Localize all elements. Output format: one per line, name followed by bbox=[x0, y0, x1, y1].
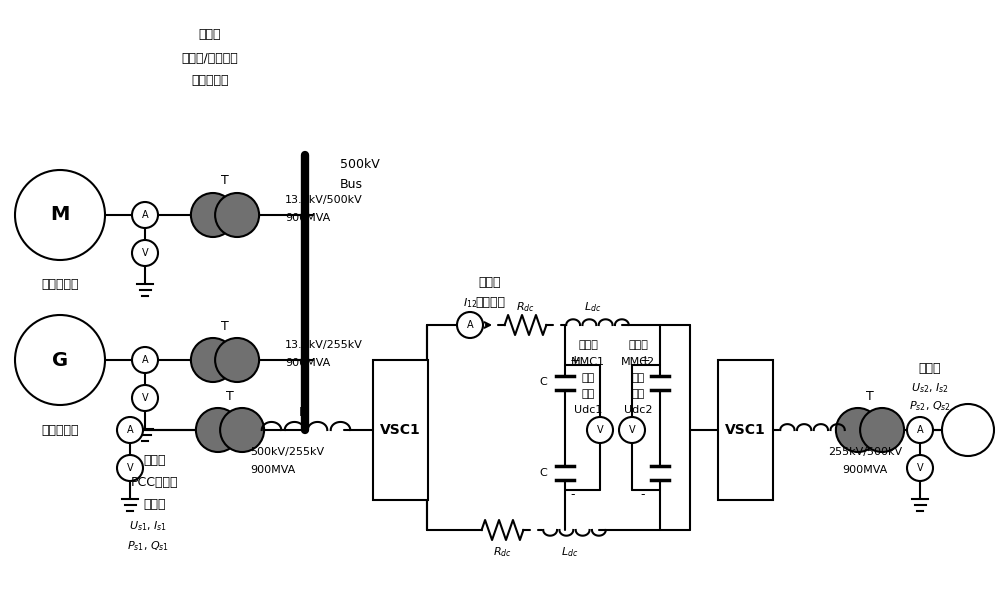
Text: 13.8kV/255kV: 13.8kV/255kV bbox=[285, 340, 363, 350]
Text: PCC点各种: PCC点各种 bbox=[131, 476, 179, 488]
Text: 直流: 直流 bbox=[581, 373, 595, 383]
Circle shape bbox=[907, 417, 933, 443]
Text: V: V bbox=[629, 425, 635, 435]
Text: -: - bbox=[570, 488, 574, 501]
Text: V: V bbox=[597, 425, 603, 435]
Text: T: T bbox=[221, 175, 229, 187]
Circle shape bbox=[117, 455, 143, 481]
Text: $R_{dc}$: $R_{dc}$ bbox=[516, 300, 534, 314]
Text: 测量点: 测量点 bbox=[199, 28, 221, 42]
Circle shape bbox=[132, 202, 158, 228]
Text: G: G bbox=[52, 350, 68, 370]
Text: $L_{dc}$: $L_{dc}$ bbox=[584, 300, 602, 314]
Text: 500kV/255kV: 500kV/255kV bbox=[250, 447, 324, 457]
Text: 电压: 电压 bbox=[631, 389, 645, 399]
Bar bbox=[718, 360, 772, 500]
Text: 测量点: 测量点 bbox=[144, 453, 166, 467]
Text: $R_{dc}$: $R_{dc}$ bbox=[493, 545, 511, 559]
Text: A: A bbox=[917, 425, 923, 435]
Text: +: + bbox=[570, 353, 581, 367]
Text: Bus: Bus bbox=[340, 179, 363, 191]
Text: $P_{s1}$, $Q_{s1}$: $P_{s1}$, $Q_{s1}$ bbox=[127, 539, 169, 553]
Text: 900MVA: 900MVA bbox=[285, 358, 330, 368]
Text: 测量点: 测量点 bbox=[479, 276, 501, 288]
Circle shape bbox=[836, 408, 880, 452]
Circle shape bbox=[220, 408, 264, 452]
Circle shape bbox=[215, 338, 259, 382]
Circle shape bbox=[132, 385, 158, 411]
Text: 直流: 直流 bbox=[631, 373, 645, 383]
Text: 255kV/500kV: 255kV/500kV bbox=[828, 447, 902, 457]
Circle shape bbox=[15, 170, 105, 260]
Bar bbox=[372, 360, 428, 500]
Text: C: C bbox=[539, 377, 547, 387]
Text: V: V bbox=[142, 393, 148, 403]
Text: Udc2: Udc2 bbox=[624, 405, 652, 415]
Circle shape bbox=[117, 417, 143, 443]
Text: +: + bbox=[640, 353, 651, 367]
Circle shape bbox=[132, 347, 158, 373]
Text: A: A bbox=[142, 210, 148, 220]
Text: -: - bbox=[640, 488, 644, 501]
Circle shape bbox=[619, 417, 645, 443]
Circle shape bbox=[15, 315, 105, 405]
Text: 500kV: 500kV bbox=[340, 158, 380, 172]
Text: 测量点: 测量点 bbox=[628, 340, 648, 350]
Text: 测量点: 测量点 bbox=[919, 361, 941, 374]
Text: V: V bbox=[127, 463, 133, 473]
Text: M: M bbox=[50, 205, 70, 225]
Text: VSC1: VSC1 bbox=[380, 423, 420, 437]
Text: 直流电流: 直流电流 bbox=[475, 296, 505, 308]
Text: 电气量: 电气量 bbox=[144, 497, 166, 510]
Text: 发电机/电动机发: 发电机/电动机发 bbox=[182, 52, 238, 64]
Text: MMC2: MMC2 bbox=[621, 357, 655, 367]
Text: VSC1: VSC1 bbox=[725, 423, 765, 437]
Circle shape bbox=[587, 417, 613, 443]
Text: $L_{dc}$: $L_{dc}$ bbox=[561, 545, 579, 559]
Text: $I_{12}$: $I_{12}$ bbox=[463, 296, 477, 310]
Text: 测量点: 测量点 bbox=[578, 340, 598, 350]
Text: 出有功无功: 出有功无功 bbox=[191, 75, 229, 87]
Text: V: V bbox=[142, 248, 148, 258]
Text: V: V bbox=[917, 463, 923, 473]
Circle shape bbox=[457, 312, 483, 338]
Text: C: C bbox=[539, 468, 547, 478]
Text: 电压: 电压 bbox=[581, 389, 595, 399]
Circle shape bbox=[132, 240, 158, 266]
Circle shape bbox=[215, 193, 259, 237]
Text: 900MVA: 900MVA bbox=[842, 465, 888, 475]
Text: L: L bbox=[298, 406, 306, 418]
Text: T: T bbox=[221, 320, 229, 332]
Circle shape bbox=[196, 408, 240, 452]
Text: $U_{s1}$, $I_{s1}$: $U_{s1}$, $I_{s1}$ bbox=[129, 519, 167, 533]
Text: Udc1: Udc1 bbox=[574, 405, 602, 415]
Text: T: T bbox=[866, 389, 874, 403]
Text: $P_{s2}$, $Q_{s2}$: $P_{s2}$, $Q_{s2}$ bbox=[909, 399, 951, 413]
Text: A: A bbox=[127, 425, 133, 435]
Text: 900MVA: 900MVA bbox=[250, 465, 295, 475]
Text: A: A bbox=[467, 320, 473, 330]
Circle shape bbox=[191, 193, 235, 237]
Text: 异步电动机: 异步电动机 bbox=[41, 279, 79, 291]
Text: 同步发电机: 同步发电机 bbox=[41, 423, 79, 436]
Circle shape bbox=[191, 338, 235, 382]
Circle shape bbox=[860, 408, 904, 452]
Text: T: T bbox=[226, 389, 234, 403]
Text: 13.8kV/500kV: 13.8kV/500kV bbox=[285, 195, 363, 205]
Text: A: A bbox=[142, 355, 148, 365]
Text: $U_{s2}$, $I_{s2}$: $U_{s2}$, $I_{s2}$ bbox=[911, 381, 949, 395]
Circle shape bbox=[907, 455, 933, 481]
Text: 900MVA: 900MVA bbox=[285, 213, 330, 223]
Circle shape bbox=[942, 404, 994, 456]
Text: MMC1: MMC1 bbox=[571, 357, 605, 367]
